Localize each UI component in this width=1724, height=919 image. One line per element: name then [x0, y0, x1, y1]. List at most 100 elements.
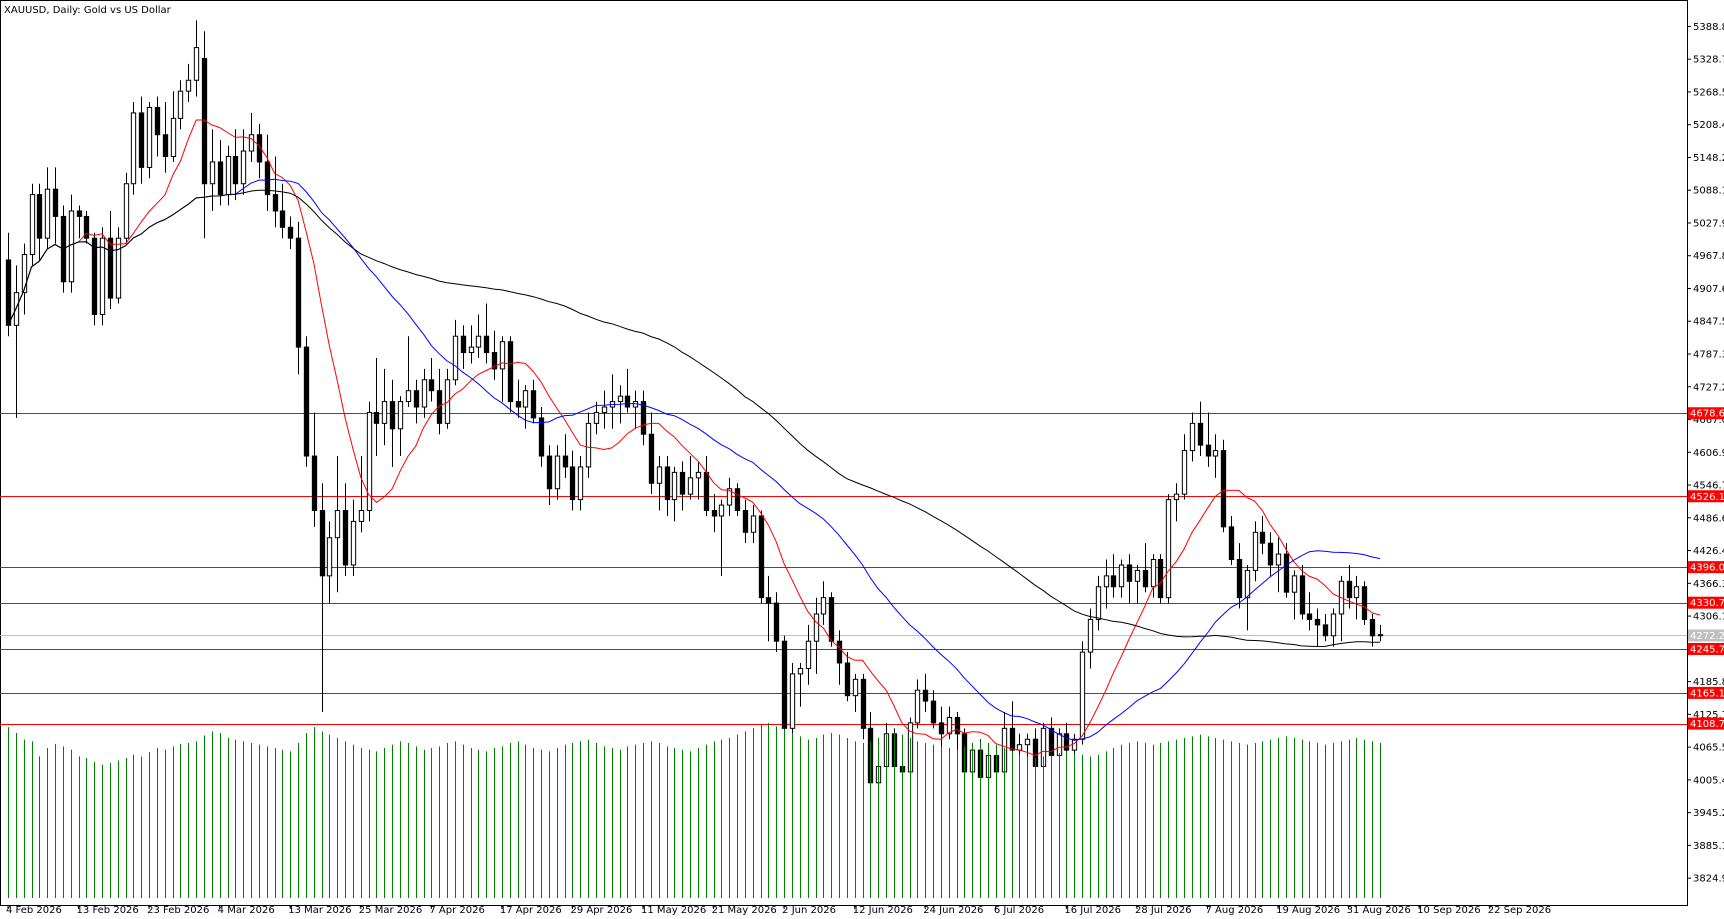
candle-body [491, 352, 498, 370]
moving-average-line [7, 189, 1381, 648]
candle-body [1110, 575, 1117, 588]
candle-body [373, 411, 380, 424]
candle-body [154, 106, 161, 136]
candle-body [522, 390, 529, 408]
candle-body [326, 537, 333, 577]
level-price-tag [1688, 596, 1724, 609]
candle-body [695, 471, 702, 479]
candle-body [358, 510, 365, 522]
candle-body [852, 678, 859, 697]
candle-body [350, 520, 357, 566]
candle-body [617, 395, 624, 403]
candle-body [1275, 553, 1282, 566]
x-tick-label: 28 Jul 2026 [1135, 905, 1192, 915]
y-tick-label: 5027.95 [1693, 218, 1724, 229]
y-tick-label: 4546.75 [1693, 481, 1724, 492]
y-tick-label: 4486.60 [1693, 513, 1724, 524]
y-tick-label: 4005.40 [1693, 775, 1724, 786]
candle-body [1009, 727, 1016, 751]
x-tick-label: 19 Aug 2026 [1276, 905, 1340, 915]
candle-body [797, 667, 804, 675]
candle-body [577, 466, 584, 501]
candle-body [475, 335, 482, 348]
candle-body [232, 156, 239, 185]
candle-body [1361, 586, 1368, 620]
candle-body [130, 112, 137, 185]
x-tick-label: 11 May 2026 [641, 905, 706, 915]
candle-body [389, 401, 396, 430]
candle-body [828, 597, 835, 642]
candle-body [703, 471, 710, 512]
level-price-tag [1688, 561, 1724, 574]
candle-body [1220, 450, 1227, 528]
candle-body [718, 504, 725, 517]
candle-body [515, 401, 522, 408]
candle-body [1244, 569, 1251, 599]
candle-body [240, 150, 247, 185]
x-tick-label: 24 Jun 2026 [923, 905, 983, 915]
x-tick-label: 13 Feb 2026 [77, 905, 139, 915]
current-price-tag [1688, 629, 1724, 642]
candle-body [468, 346, 475, 354]
candle-body [758, 515, 765, 599]
candle-body [36, 194, 43, 239]
candle-body [1306, 613, 1313, 620]
level-price-tag [1688, 642, 1724, 655]
candle-body [29, 194, 36, 256]
candle-body [1377, 634, 1384, 637]
candle-body [538, 417, 545, 457]
candle-body [914, 689, 921, 724]
candle-body [1173, 493, 1180, 501]
level-price-label: 4165.13 [1690, 688, 1724, 699]
candle-body [1314, 618, 1321, 626]
level-price-label: 4526.16 [1690, 492, 1724, 503]
candle-body [585, 422, 592, 468]
candle-body [1126, 564, 1133, 582]
candle-body [554, 455, 561, 490]
candle-body [177, 90, 184, 119]
candle-body [21, 254, 28, 294]
candle-body [115, 237, 122, 299]
candle-body [922, 689, 929, 702]
candle-body [679, 471, 686, 495]
candle-body [640, 401, 647, 435]
candle-body [1197, 422, 1204, 446]
candle-body [295, 237, 302, 348]
candle-body [789, 673, 796, 729]
candle-body [209, 161, 216, 185]
candle-body [687, 477, 694, 495]
y-tick-label: 4907.65 [1693, 284, 1724, 295]
candle-body [820, 597, 827, 615]
candle-body [530, 390, 537, 419]
y-tick-label: 3824.95 [1693, 874, 1724, 885]
candle-body [773, 602, 780, 642]
level-price-tag [1688, 490, 1724, 503]
candle-body [742, 510, 749, 533]
candle-body [750, 515, 757, 533]
candle-body [13, 292, 20, 326]
candle-body [593, 411, 600, 424]
candle-body [287, 226, 294, 239]
candle-body [91, 237, 98, 315]
x-tick-label: 23 Feb 2026 [147, 905, 209, 915]
candle-body [569, 466, 576, 501]
candle-body [483, 335, 490, 354]
candle-body [1322, 624, 1329, 637]
candle-body [1228, 526, 1235, 561]
candle-body [656, 466, 663, 484]
candle-body [1157, 559, 1164, 599]
candle-body [272, 194, 279, 212]
candle-body [256, 134, 263, 163]
y-tick-label: 5088.10 [1693, 186, 1724, 197]
candle-body [781, 640, 788, 729]
candle-body [1063, 733, 1070, 751]
candle-body [813, 613, 820, 642]
volume-bars [8, 723, 1381, 898]
candle-body [146, 106, 153, 168]
y-tick-label: 4306.15 [1693, 612, 1724, 623]
y-tick-label: 4847.50 [1693, 317, 1724, 328]
y-tick-label: 3885.10 [1693, 841, 1724, 852]
candle-body [279, 210, 286, 228]
candle-body [1056, 733, 1063, 757]
